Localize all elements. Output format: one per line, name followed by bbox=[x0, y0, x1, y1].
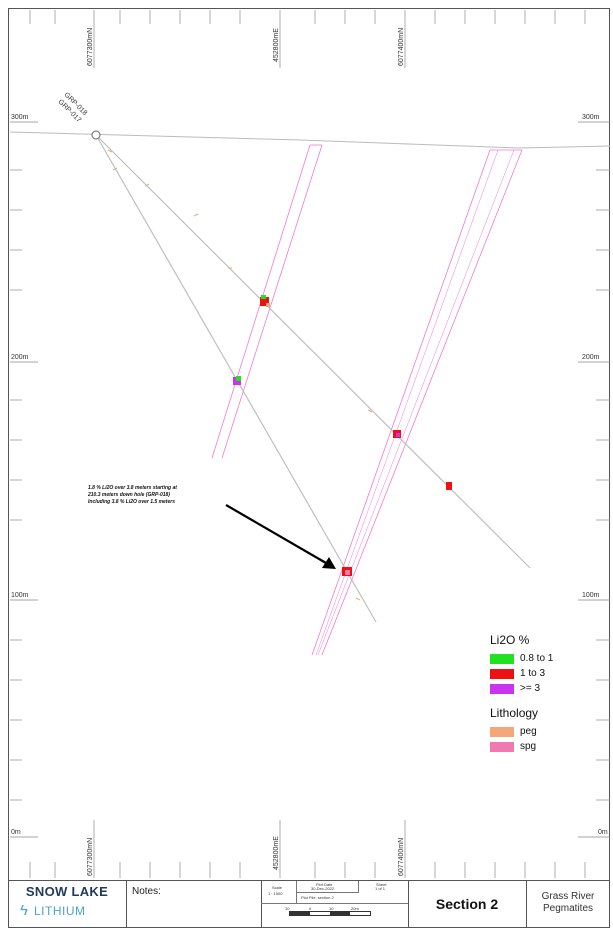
title-block: SNOW LAKE ϟ LITHIUM Notes: Scale 1 : 150… bbox=[8, 880, 610, 927]
legend-swatch bbox=[490, 726, 514, 737]
northing-top-1: 6077300mN bbox=[87, 28, 94, 66]
scale-bar-tick: 0 bbox=[309, 906, 312, 911]
pegmatite-dikes bbox=[211, 144, 523, 656]
elev-label-100-right: 100m bbox=[582, 592, 600, 599]
company-logo: SNOW LAKE ϟ LITHIUM bbox=[8, 881, 127, 927]
plot-date-label: Plot Date bbox=[316, 882, 333, 887]
scale-bar-tick: 10 bbox=[329, 906, 334, 911]
annotation-arrow bbox=[225, 504, 336, 569]
annotation-line-1: 1.8 % Li2O over 3.8 meters starting at bbox=[88, 485, 177, 491]
legend-item: peg bbox=[490, 724, 600, 739]
notes-label: Notes: bbox=[132, 886, 161, 897]
legend-swatch bbox=[490, 668, 514, 679]
project-line-2: Pegmatites bbox=[542, 903, 594, 914]
topography-line bbox=[9, 131, 611, 149]
legend-item: 0.8 to 1 bbox=[490, 651, 600, 666]
elev-label-200-right: 200m bbox=[582, 354, 600, 361]
scale-bar-tick: 20m bbox=[351, 906, 359, 911]
northing-bottom-3: 6077400mN bbox=[398, 838, 405, 876]
elevation-grid bbox=[10, 121, 610, 838]
project-box: Grass River Pegmatites bbox=[526, 881, 610, 927]
legend-label: spg bbox=[520, 741, 537, 752]
section-box: Section 2 bbox=[408, 881, 527, 927]
assay-intercepts bbox=[233, 295, 452, 576]
northing-labels-bottom: 6077300mN 452800mE 6077400mN bbox=[87, 820, 406, 878]
drill-trace-grp-017 bbox=[95, 134, 531, 569]
northing-labels-top: 6077300mN 452800mE 6077400mN bbox=[87, 10, 406, 68]
elev-label-300-left: 300m bbox=[11, 114, 29, 121]
elev-label-0-left: 0m bbox=[11, 829, 21, 836]
legend-li2o-title: Li2O % bbox=[490, 633, 530, 647]
legend-label: 1 to 3 bbox=[520, 668, 546, 679]
plot-info-box: Scale 1 : 1500 Plot Date 30-Dec-2022 She… bbox=[261, 881, 409, 927]
plot-file-label: Plot File: section 2 bbox=[301, 895, 334, 900]
scale-value: 1 : 1500 bbox=[268, 891, 283, 896]
legend-swatch bbox=[490, 653, 514, 664]
northing-top-2: 452800mE bbox=[273, 28, 280, 62]
plot-date-value: 30-Dec-2022 bbox=[311, 886, 335, 891]
sheet-value: 1 of 1 bbox=[375, 886, 386, 891]
legend-item: spg bbox=[490, 739, 600, 754]
section-title: Section 2 bbox=[435, 896, 499, 912]
border-ticks bbox=[10, 10, 610, 878]
elev-label-0-right: 0m bbox=[598, 829, 608, 836]
northing-bottom-1: 6077300mN bbox=[87, 838, 94, 876]
legend-label: 0.8 to 1 bbox=[520, 653, 554, 664]
notes-box: Notes: bbox=[126, 881, 262, 927]
legend: Li2O % 0.8 to 1 1 to 3 >= 3 Lithology pe… bbox=[490, 633, 600, 754]
legend-label: >= 3 bbox=[520, 683, 541, 694]
northing-bottom-2: 452800mE bbox=[273, 836, 280, 870]
lightning-bolt-icon: ϟ bbox=[20, 902, 28, 919]
downhole-ticks bbox=[107, 149, 373, 601]
collar-marker bbox=[91, 130, 101, 140]
elev-label-300-right: 300m bbox=[582, 114, 600, 121]
map-frame bbox=[8, 8, 610, 928]
elev-label-200-left: 200m bbox=[11, 354, 29, 361]
legend-label: peg bbox=[520, 726, 537, 737]
project-line-1: Grass River bbox=[541, 891, 595, 902]
legend-swatch bbox=[490, 683, 514, 694]
annotation-line-2: 210.3 meters down hole (GRP-018) bbox=[88, 492, 170, 498]
legend-lithology-title: Lithology bbox=[490, 706, 539, 720]
intercept-annotation: 1.8 % Li2O over 3.8 meters starting at 2… bbox=[88, 485, 258, 506]
northing-top-3: 6077400mN bbox=[398, 28, 405, 66]
company-name: SNOW LAKE bbox=[25, 884, 109, 899]
elev-label-100-left: 100m bbox=[11, 592, 29, 599]
company-subtitle: LITHIUM bbox=[34, 904, 86, 918]
legend-item: 1 to 3 bbox=[490, 666, 600, 681]
legend-swatch bbox=[490, 741, 514, 752]
legend-item: >= 3 bbox=[490, 681, 600, 696]
scale-label: Scale bbox=[272, 885, 283, 890]
sheet-label: Sheet bbox=[376, 882, 387, 887]
scale-bar-tick: 10 bbox=[285, 906, 290, 911]
annotation-line-3: Including 3.8 % Li2O over 1.5 meters bbox=[88, 499, 175, 505]
drill-holes bbox=[95, 134, 531, 623]
